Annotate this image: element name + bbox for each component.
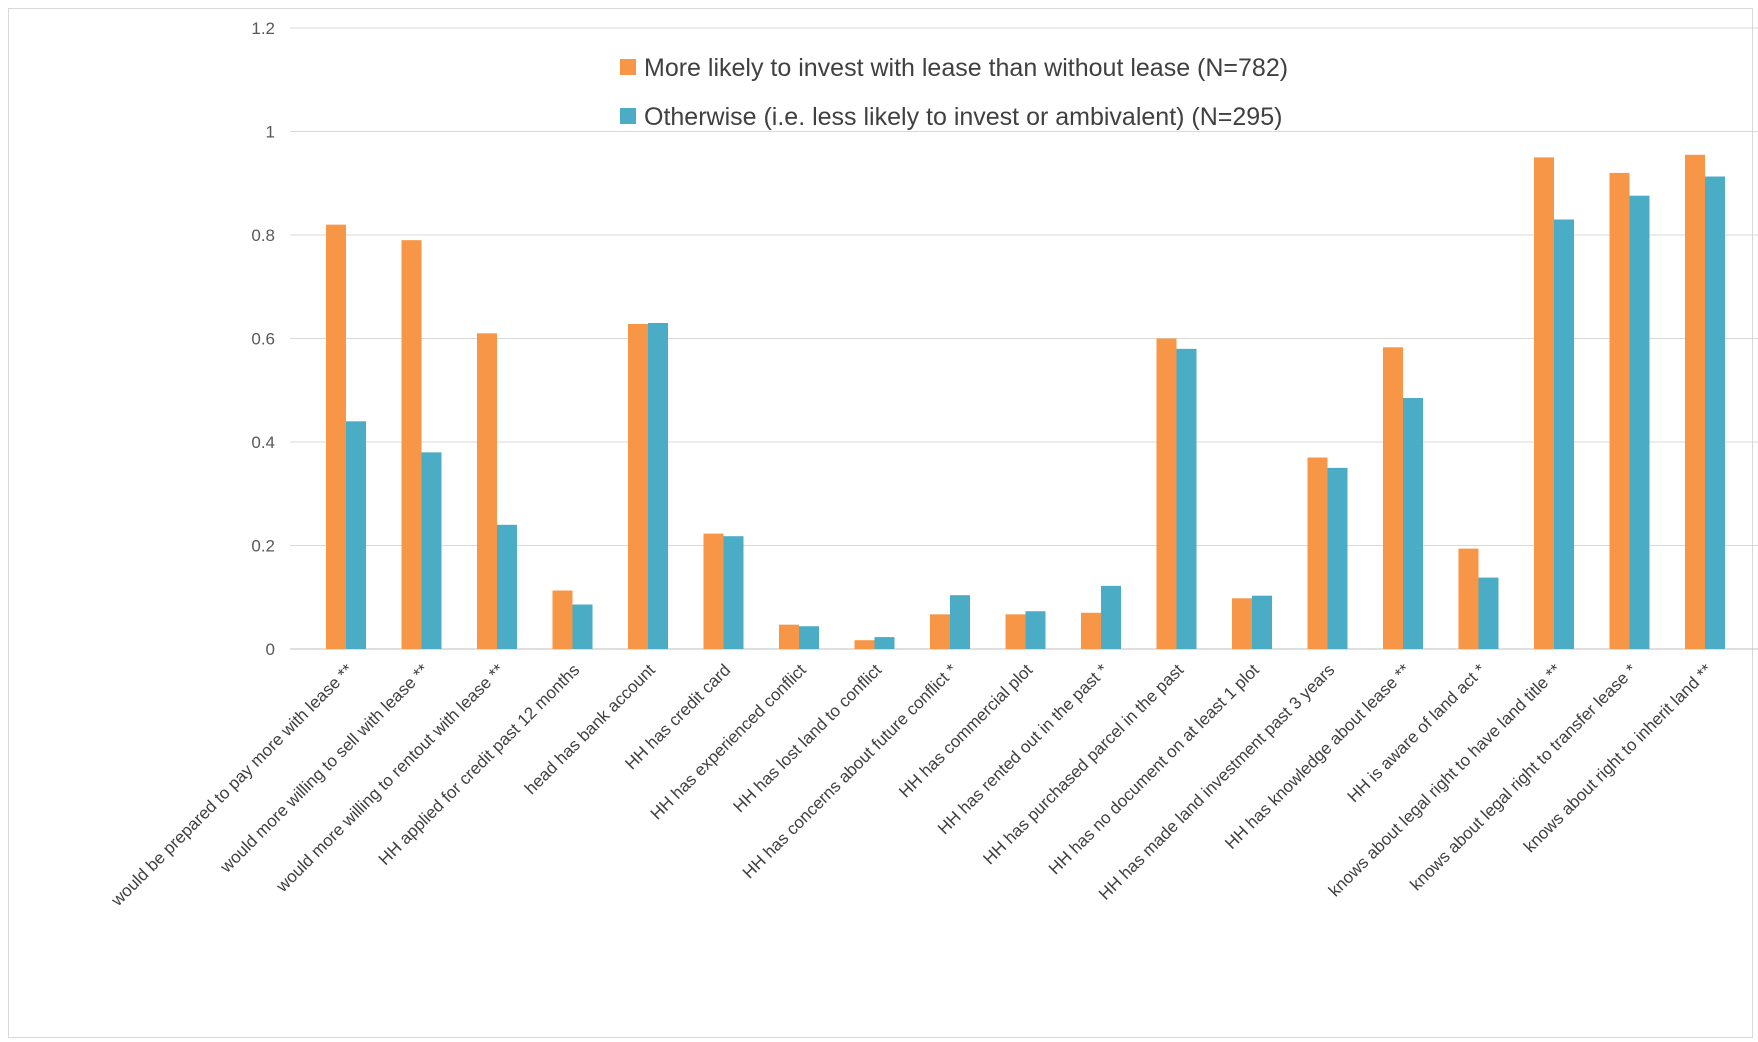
y-tick-label: 0.2 (251, 537, 275, 556)
bar-more-likely (854, 640, 875, 649)
bar-otherwise (1478, 577, 1499, 649)
x-category-label: head has bank account (521, 660, 659, 798)
bar-more-likely (1685, 154, 1705, 649)
bar-otherwise (1629, 195, 1650, 650)
bar-otherwise (1252, 595, 1272, 649)
bar-otherwise (874, 637, 895, 649)
bar-otherwise (723, 536, 744, 649)
y-tick-label: 0.4 (251, 433, 275, 452)
y-tick-label: 1.2 (251, 19, 275, 38)
y-tick-label: 1 (266, 123, 275, 142)
bar-otherwise (346, 421, 366, 649)
y-tick-label: 0.8 (251, 226, 275, 245)
y-tick-label: 0.6 (251, 330, 275, 349)
bar-otherwise (1403, 398, 1423, 649)
x-category-label: HH has lost land to conflict (730, 660, 886, 816)
bar-more-likely (552, 590, 573, 649)
bar-more-likely (326, 224, 346, 649)
bar-more-likely (1534, 157, 1554, 649)
legend-label: Otherwise (i.e. less likely to invest or… (644, 103, 1282, 131)
bar-otherwise (1101, 585, 1121, 649)
legend: More likely to invest with lease than wi… (620, 54, 1288, 131)
bar-more-likely (1081, 612, 1101, 649)
x-category-label: HH has commercial plot (895, 660, 1036, 801)
bar-otherwise (799, 626, 819, 649)
bar-more-likely (1609, 172, 1630, 649)
bar-otherwise (497, 524, 517, 649)
bar-more-likely (477, 333, 497, 649)
x-axis-labels: would be prepared to pay more with lease… (107, 660, 1716, 910)
bar-otherwise (421, 452, 442, 649)
bar-more-likely (1005, 614, 1026, 649)
bar-more-likely (1232, 598, 1252, 649)
bar-otherwise (950, 595, 970, 649)
y-axis-ticks: 0 0.2 0.4 0.6 0.8 1 1.2 (251, 19, 275, 659)
bar-more-likely (930, 614, 950, 649)
bar-more-likely (401, 240, 422, 650)
bar-otherwise (648, 322, 668, 649)
chart-frame (8, 8, 1753, 1038)
legend-swatch (620, 59, 636, 75)
x-category-label: HH is aware of land act * (1344, 660, 1490, 806)
x-category-label: HH has experienced conflict (647, 660, 810, 823)
legend-label: More likely to invest with lease than wi… (644, 54, 1288, 82)
bar-otherwise (1705, 176, 1725, 649)
bar-otherwise (1327, 467, 1348, 649)
bar-more-likely (628, 324, 648, 649)
bar-more-likely (703, 533, 724, 649)
y-tick-label: 0 (266, 640, 275, 659)
bar-more-likely (1156, 338, 1177, 649)
bar-more-likely (1383, 347, 1403, 649)
gridlines (290, 27, 1758, 650)
bar-more-likely (1458, 548, 1479, 649)
bar-otherwise (572, 604, 593, 649)
bars (326, 154, 1725, 650)
bar-otherwise (1025, 611, 1046, 649)
legend-swatch (620, 108, 636, 124)
bar-otherwise (1554, 219, 1574, 649)
bar-otherwise (1176, 348, 1197, 649)
bar-more-likely (779, 624, 799, 649)
bar-more-likely (1307, 457, 1328, 649)
